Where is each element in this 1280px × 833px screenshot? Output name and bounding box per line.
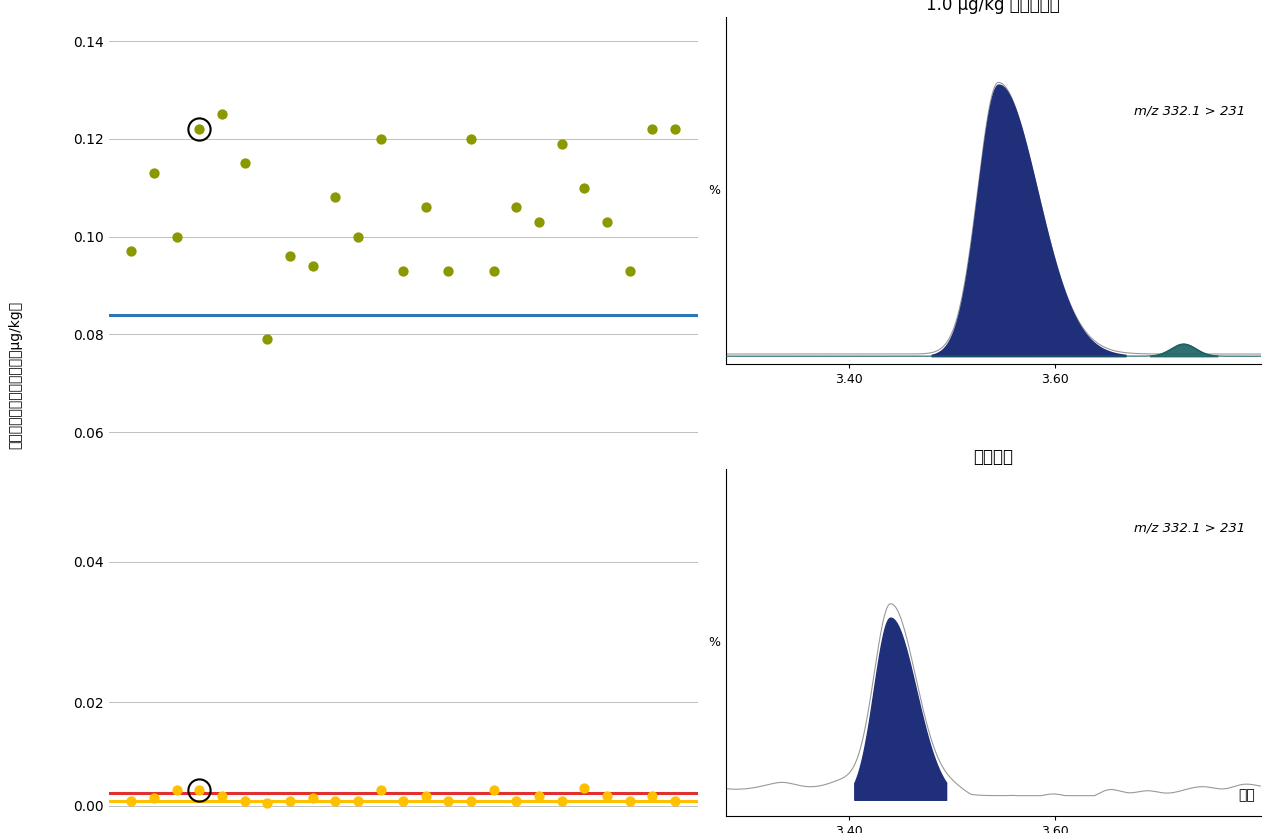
Point [189,784,210,797]
Text: 測定濃度でのレスポンス（μg/kg）: 測定濃度でのレスポンス（μg/kg） [9,301,22,449]
Point [438,794,458,807]
Point [166,230,187,243]
Point [438,264,458,277]
Point [461,794,481,807]
Point [143,791,164,805]
Point [280,249,301,262]
Text: m/z 332.1 > 231: m/z 332.1 > 231 [1134,521,1244,534]
Point [325,794,346,807]
Text: 時間: 時間 [1239,788,1256,802]
Point [484,264,504,277]
Point [370,784,390,797]
Point [552,137,572,151]
Point [302,259,323,272]
Point [122,794,142,807]
Point [302,791,323,805]
Point [620,794,640,807]
Title: 1.0 μg/kg でスパイク: 1.0 μg/kg でスパイク [927,0,1060,13]
Point [143,167,164,180]
Point [280,794,301,807]
Point [664,794,685,807]
Point [416,789,436,802]
Point [393,794,413,807]
Point [643,789,663,802]
Point [234,157,255,170]
Point [664,122,685,136]
Point [529,215,549,228]
Point [348,230,369,243]
Point [643,122,663,136]
Y-axis label: %: % [709,636,721,649]
Point [234,794,255,807]
Point [325,191,346,204]
Point [506,201,526,214]
Point [596,789,617,802]
Y-axis label: %: % [709,184,721,197]
Point [573,181,594,194]
Point [257,796,278,810]
Text: m/z 332.1 > 231: m/z 332.1 > 231 [1134,104,1244,117]
Point [257,332,278,346]
Point [211,789,232,802]
Point [166,784,187,797]
Point [484,784,504,797]
Point [122,245,142,258]
Point [596,215,617,228]
Point [461,132,481,146]
Point [370,132,390,146]
Point [348,794,369,807]
Point [416,201,436,214]
Point [393,264,413,277]
Point [189,122,210,136]
Point [620,264,640,277]
Title: ブランク: ブランク [973,447,1014,466]
Point [529,789,549,802]
Point [552,794,572,807]
Point [506,794,526,807]
Point [573,781,594,795]
Point [211,107,232,121]
